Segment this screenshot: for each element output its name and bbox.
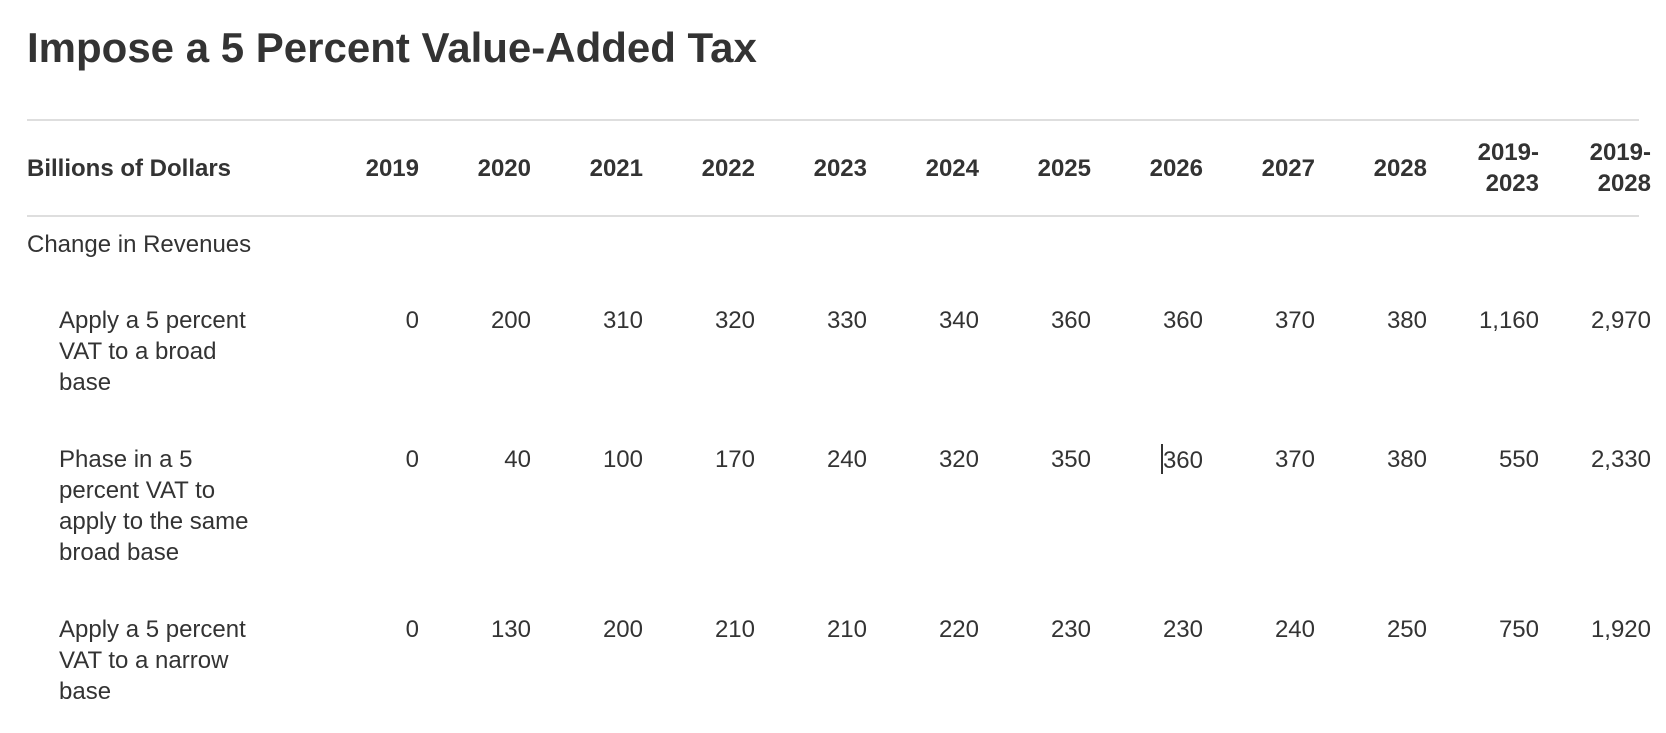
table-cell: 340 xyxy=(938,307,979,334)
table-cell: 200 xyxy=(490,307,531,334)
table-cell: 2,330 xyxy=(1590,446,1651,473)
table-cell: 320 xyxy=(714,307,755,334)
table-cell: 1,160 xyxy=(1478,307,1539,334)
table-cell: 240 xyxy=(826,446,867,473)
header-total-2019-2023: 2019- 2023 xyxy=(1427,121,1539,215)
header-bottom-rule xyxy=(27,215,1639,217)
header-year: 2025 xyxy=(1037,154,1091,182)
table-row: Apply a 5 percent VAT to a narrow base 0… xyxy=(27,594,1651,733)
table-cell: 40 xyxy=(504,446,531,473)
table-row: Phase in a 5 percent VAT to apply to the… xyxy=(27,424,1651,594)
header-year: 2019 xyxy=(365,154,419,182)
header-total-line: 2019- xyxy=(1589,139,1651,166)
table-cell: 370 xyxy=(1274,307,1315,334)
text-cursor xyxy=(1160,444,1163,474)
header-year: 2027 xyxy=(1261,154,1315,182)
table-cell: 310 xyxy=(602,307,643,334)
table-cell: 230 xyxy=(1050,616,1091,643)
table-cell: 0 xyxy=(405,307,419,334)
header-total-line: 2028 xyxy=(1597,170,1651,197)
table-cell-with-cursor: 360 xyxy=(1091,424,1203,594)
table-cell: 130 xyxy=(490,616,531,643)
header-units: Billions of Dollars xyxy=(27,154,232,182)
page-title: Impose a 5 Percent Value-Added Tax xyxy=(27,24,757,71)
table-cell: 380 xyxy=(1386,307,1427,334)
table-cell: 370 xyxy=(1274,446,1315,473)
table-cell: 240 xyxy=(1274,616,1315,643)
section-row: Change in Revenues xyxy=(27,215,1651,285)
table-row: Apply a 5 percent VAT to a broad base 0 … xyxy=(27,285,1651,424)
table-cell: 550 xyxy=(1498,446,1539,473)
header-year: 2028 xyxy=(1373,154,1427,182)
header-year: 2024 xyxy=(925,154,979,182)
table-cell: 1,920 xyxy=(1590,616,1651,643)
row-label: Phase in a 5 percent VAT to apply to the… xyxy=(59,446,249,566)
header-year: 2020 xyxy=(477,154,531,182)
header-total-2019-2028: 2019- 2028 xyxy=(1539,121,1651,215)
table-cell: 360 xyxy=(1050,307,1091,334)
table-cell: 360 xyxy=(1162,307,1203,334)
table-top-rule xyxy=(27,119,1639,121)
header-year: 2022 xyxy=(701,154,755,182)
header-year: 2021 xyxy=(589,154,643,182)
table-cell: 170 xyxy=(714,446,755,473)
table-cell: 750 xyxy=(1498,616,1539,643)
table-cell: 0 xyxy=(405,616,419,643)
table-cell: 200 xyxy=(602,616,643,643)
revenue-table: Billions of Dollars 2019 2020 2021 2022 … xyxy=(27,121,1651,733)
header-year: 2023 xyxy=(813,154,867,182)
table-cell: 330 xyxy=(826,307,867,334)
table-cell-value: 360 xyxy=(1162,447,1203,474)
header-total-line: 2019- xyxy=(1477,139,1539,166)
header-total-line: 2023 xyxy=(1485,170,1539,197)
table-cell: 250 xyxy=(1386,616,1427,643)
table-cell: 210 xyxy=(714,616,755,643)
section-label: Change in Revenues xyxy=(27,231,252,258)
table-cell: 2,970 xyxy=(1590,307,1651,334)
row-label: Apply a 5 percent VAT to a broad base xyxy=(59,307,246,396)
table-cell: 380 xyxy=(1386,446,1427,473)
header-row: Billions of Dollars 2019 2020 2021 2022 … xyxy=(27,121,1651,215)
table-cell: 210 xyxy=(826,616,867,643)
table-cell: 0 xyxy=(405,446,419,473)
table-cell: 220 xyxy=(938,616,979,643)
header-year: 2026 xyxy=(1149,154,1203,182)
row-label: Apply a 5 percent VAT to a narrow base xyxy=(59,616,246,705)
table-cell: 320 xyxy=(938,446,979,473)
table-cell: 100 xyxy=(602,446,643,473)
table-cell: 230 xyxy=(1162,616,1203,643)
table-cell: 350 xyxy=(1050,446,1091,473)
